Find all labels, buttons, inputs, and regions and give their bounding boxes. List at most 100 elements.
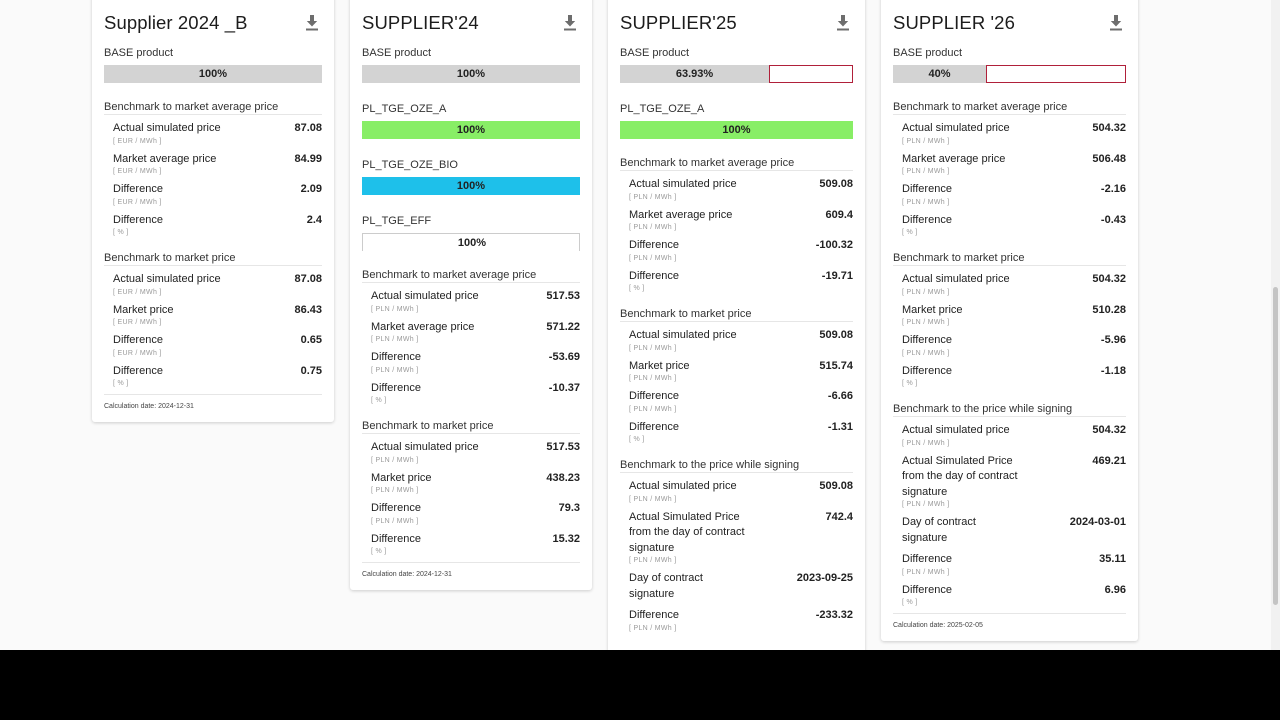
metric-label: Actual simulated price [629, 329, 737, 341]
metric-row: Actual Simulated Price from the day of c… [902, 454, 1126, 510]
metric-value: -10.37 [548, 381, 580, 394]
product-label: PL_TGE_OZE_BIO [362, 159, 458, 171]
metric-label: Difference [113, 364, 163, 377]
metric-row: Difference [ EUR / MWh ] 2.09 [113, 182, 322, 207]
product-label: PL_TGE_OZE_A [362, 103, 447, 115]
metric-value: 504.32 [1092, 273, 1126, 285]
metric-row: Difference [ % ] -1.31 [629, 420, 853, 445]
metric-unit: [ % ] [113, 229, 129, 236]
metric-row: Actual Simulated Price from the day of c… [629, 510, 853, 566]
metric-label: Market average price [371, 320, 475, 333]
metric-label: Difference [629, 269, 679, 282]
metric-unit: [ PLN / MWh ] [902, 439, 950, 447]
metric-unit: [ PLN / MWh ] [902, 198, 950, 206]
supplier-card-1: Supplier 2024 _B BASE product 100% Benchm… [92, 0, 334, 422]
metric-label-group: Actual simulated price [ PLN / MWh ] [902, 121, 1022, 146]
metric-row: Actual simulated price [ PLN / MWh ] 504.3… [902, 423, 1126, 448]
product-share-bar: 100% [362, 233, 580, 252]
metric-row: Difference [ % ] 0.75 [113, 364, 322, 389]
bar-percent-label: 63.93% [675, 68, 714, 80]
download-icon[interactable] [558, 11, 582, 35]
benchmark-section: Benchmark to the price while signing Actu… [893, 402, 1126, 607]
product-share-bar: 100% [362, 177, 580, 195]
metric-label-group: Actual simulated price [ PLN / MWh ] [371, 440, 491, 465]
metric-row: Market price [ PLN / MWh ] 438.23 [371, 471, 580, 496]
metric-label-group: Difference [ % ] [113, 213, 233, 238]
metric-label: Actual simulated price [113, 273, 221, 285]
scrollbar-track[interactable] [1271, 0, 1280, 650]
metric-unit: [ PLN / MWh ] [629, 254, 677, 262]
metric-value: 0.65 [300, 334, 322, 346]
product-list: BASE product 63.93% PL_TGE_OZE_A 100% [620, 46, 853, 139]
metric-row: Difference [ PLN / MWh ] -233.32 [629, 608, 853, 633]
metric-label: Difference [629, 420, 679, 433]
metric-row: Difference [ % ] 6.96 [902, 583, 1126, 608]
metric-value: 87.08 [294, 122, 322, 134]
metric-label: Actual simulated price [629, 480, 737, 492]
metric-row: Market price [ PLN / MWh ] 510.28 [902, 303, 1126, 328]
metric-label: Difference [113, 183, 163, 195]
product-share-bar: 63.93% [620, 65, 853, 83]
metric-value: 438.23 [546, 471, 580, 484]
metric-label-group: Actual Simulated Price from the day of c… [902, 454, 1022, 510]
card-header: Supplier 2024 _B [104, 0, 322, 38]
supplier-card-4: SUPPLIER '26 BASE product 40% Benchmark t… [881, 0, 1138, 641]
metric-row: Difference [ % ] -10.37 [371, 381, 580, 406]
download-icon[interactable] [1104, 11, 1128, 35]
benchmark-sections: Benchmark to market average price Actual … [104, 100, 322, 388]
metric-label-group: Difference [ % ] [902, 213, 1022, 238]
metric-unit: [ EUR / MWh ] [113, 319, 162, 326]
bar-percent-label: 40% [928, 68, 951, 80]
product-item: BASE product 40% [893, 46, 1126, 83]
metric-value: 509.08 [819, 480, 853, 492]
metric-row: Difference [ PLN / MWh ] -5.96 [902, 333, 1126, 358]
metric-label-group: Day of contract signature [629, 571, 749, 602]
metric-label: Market average price [902, 152, 1006, 165]
section-rows: Actual simulated price [ EUR / MWh ] 87.08… [104, 266, 322, 388]
metric-unit: [ % ] [902, 229, 918, 236]
metric-unit: [ EUR / MWh ] [113, 288, 162, 296]
metric-label: Difference [902, 364, 952, 377]
metric-label-group: Market average price [ PLN / MWh ] [629, 208, 749, 233]
metric-label: Difference [371, 381, 421, 394]
calculation-date: Calculation date: 2024-12-31 [362, 562, 580, 590]
card-title: SUPPLIER '26 [893, 12, 1015, 33]
card-header: SUPPLIER'24 [362, 0, 580, 38]
download-icon[interactable] [831, 11, 855, 35]
metric-unit: [ % ] [629, 285, 645, 292]
bar-fill [620, 121, 853, 139]
metric-label: Difference [371, 351, 421, 363]
product-share-bar: 40% [893, 65, 1126, 83]
metric-value: 504.32 [1092, 424, 1126, 436]
metric-unit: [ PLN / MWh ] [629, 193, 677, 201]
metric-label: Difference [629, 239, 679, 251]
metric-unit: [ % ] [113, 380, 129, 387]
section-rows: Actual simulated price [ EUR / MWh ] 87.08… [104, 115, 322, 237]
metric-unit: [ PLN / MWh ] [371, 456, 419, 464]
section-title: Benchmark to market price [893, 251, 1126, 266]
bar-percent-label: 100% [456, 68, 486, 80]
download-icon[interactable] [300, 11, 324, 35]
scrollbar-thumb[interactable] [1273, 287, 1278, 605]
metric-value: 6.96 [1104, 583, 1126, 596]
metric-unit: [ EUR / MWh ] [113, 198, 162, 206]
metric-value: 509.08 [819, 329, 853, 341]
product-label: BASE product [104, 47, 174, 59]
metric-label: Market average price [113, 152, 217, 165]
metric-row: Market average price [ PLN / MWh ] 571.22 [371, 320, 580, 345]
metric-unit: [ PLN / MWh ] [902, 168, 950, 175]
metric-row: Difference [ % ] -19.71 [629, 269, 853, 294]
metric-label: Difference [629, 390, 679, 402]
section-title: Benchmark to market price [362, 419, 580, 434]
card-header: SUPPLIER '26 [893, 0, 1126, 38]
metric-row: Actual simulated price [ PLN / MWh ] 504.3… [902, 272, 1126, 297]
metric-label-group: Difference [ % ] [902, 583, 1022, 608]
bar-percent-label: 100% [457, 237, 487, 249]
metric-row: Actual simulated price [ PLN / MWh ] 509.0… [629, 479, 853, 504]
metric-row: Difference [ EUR / MWh ] 0.65 [113, 333, 322, 358]
metric-row: Actual simulated price [ PLN / MWh ] 504.3… [902, 121, 1126, 146]
section-title: Benchmark to the price while signing [893, 402, 1126, 417]
metric-row: Market average price [ PLN / MWh ] 609.4 [629, 208, 853, 233]
metric-label-group: Difference [ % ] [371, 381, 491, 406]
product-item: PL_TGE_EFF 100% [362, 214, 580, 252]
